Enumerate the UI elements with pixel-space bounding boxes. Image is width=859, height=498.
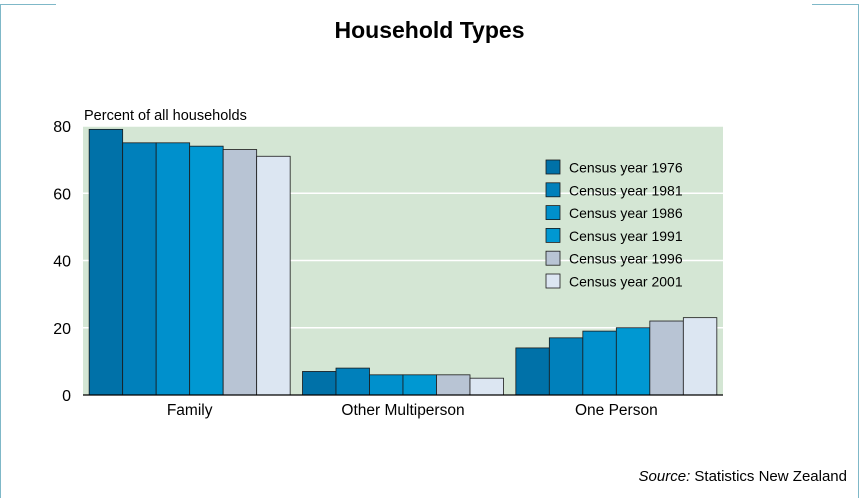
bar — [649, 320, 684, 396]
legend-swatch — [545, 159, 561, 175]
bar — [615, 327, 651, 396]
bar — [436, 374, 471, 396]
chart-title: Household Types — [334, 17, 525, 43]
x-tick-label: Family — [167, 402, 213, 419]
frame-top-right-line — [812, 4, 859, 5]
y-tick-label: 80 — [53, 119, 71, 136]
bar — [582, 330, 617, 396]
frame-left-line — [0, 4, 1, 498]
bar — [515, 347, 550, 396]
bar — [469, 377, 504, 396]
bar — [189, 145, 224, 396]
legend-swatch — [545, 205, 561, 221]
legend-label: Census year 2001 — [569, 274, 683, 290]
bar — [155, 142, 191, 396]
bar — [369, 374, 404, 396]
legend-label: Census year 1981 — [569, 182, 683, 198]
legend-swatch — [545, 227, 561, 243]
legend-swatch — [545, 273, 561, 289]
y-axis-label: Percent of all households — [84, 108, 247, 124]
y-tick-label: 0 — [62, 388, 71, 405]
source-text: Statistics New Zealand — [694, 468, 847, 485]
bar — [548, 337, 584, 396]
bar — [335, 367, 370, 396]
legend-label: Census year 1996 — [569, 251, 683, 267]
legend-label: Census year 1986 — [569, 205, 683, 221]
bar — [88, 128, 124, 396]
x-tick-label: Other Multiperson — [341, 402, 464, 419]
bar — [222, 149, 258, 396]
legend-swatch — [545, 182, 561, 198]
legend-swatch — [545, 250, 561, 266]
y-tick-label: 20 — [53, 321, 71, 338]
legend-label: Census year 1976 — [569, 160, 683, 176]
y-tick-label: 40 — [53, 254, 71, 271]
source-note: Source: Statistics New Zealand — [639, 468, 847, 485]
y-tick-label: 60 — [53, 186, 71, 203]
bar — [402, 374, 437, 396]
bar — [682, 317, 718, 396]
frame-top-left-line — [0, 4, 56, 5]
x-tick-label: One Person — [575, 402, 658, 419]
source-label: Source: — [638, 468, 691, 485]
bar — [256, 155, 291, 396]
bar — [122, 142, 157, 396]
bar — [302, 371, 337, 396]
legend-label: Census year 1991 — [569, 228, 683, 244]
